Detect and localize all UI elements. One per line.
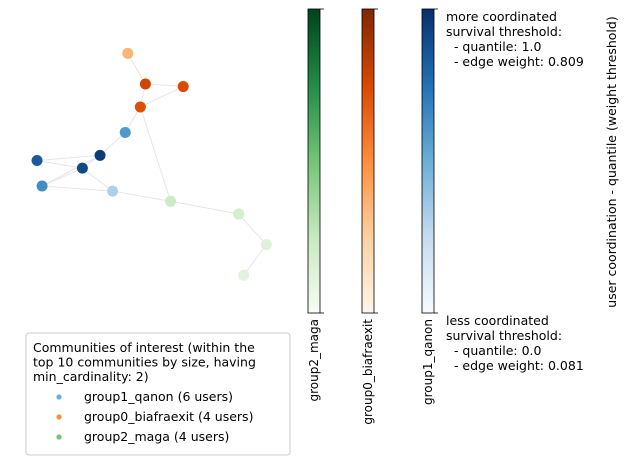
graph-edge (170, 200, 239, 215)
colorbar-label: group0_biafraexit (361, 319, 375, 425)
graph-node (122, 47, 134, 59)
legend-marker (56, 434, 62, 440)
legend-title: Communities of interest (within the top 1… (33, 340, 256, 384)
graph-node (76, 162, 88, 174)
colorbar-top-annotation: more coordinated survival threshold: - qu… (446, 9, 584, 69)
graph-edge (41, 167, 83, 187)
graph-edge (36, 154, 101, 161)
colorbar-group0-biafraexit (361, 8, 375, 314)
legend-entry-label: group1_qanon (6 users) (84, 389, 233, 404)
graph-node (107, 185, 119, 197)
graph-node (260, 239, 272, 251)
graph-edge (41, 154, 101, 187)
graph-node (139, 78, 151, 90)
colorbar-label: group2_maga (307, 319, 321, 402)
colorbar-group2-maga (307, 8, 321, 314)
colorbar-axis-label: user coordination - quantile (weight thr… (604, 16, 619, 307)
graph-node (94, 149, 106, 161)
graph-node (238, 269, 250, 281)
graph-edge (112, 190, 171, 202)
graph-edge (127, 53, 146, 85)
graph-edge (139, 106, 172, 202)
colorbar-group1-qanon (421, 8, 435, 314)
graph-node (119, 126, 131, 138)
graph-edge (99, 132, 126, 156)
graph-node (31, 155, 43, 166)
graph-edge (243, 244, 267, 276)
graph-edge (82, 167, 113, 192)
colorbars: group2_maga group0_biafraexit group1_qanon (307, 8, 438, 425)
legend-marker (56, 414, 62, 420)
graph-edge (42, 185, 113, 192)
graph-node (36, 180, 48, 192)
graph-edge (36, 160, 83, 169)
colorbar-label: group1_qanon (421, 319, 435, 405)
graph-nodes (31, 47, 272, 281)
graph-edge (140, 86, 184, 108)
legend-entry-label: group0_biafraexit (4 users) (84, 409, 253, 424)
graph-node (165, 195, 177, 207)
legend-entry-label: group2_maga (4 users) (84, 429, 229, 444)
graph-edges (36, 53, 267, 276)
colorbar-bottom-annotation: less coordinated survival threshold: - qu… (446, 313, 584, 373)
legend: Communities of interest (within the top 1… (25, 332, 291, 456)
graph-edge (238, 213, 267, 245)
graph-node (134, 101, 146, 113)
legend-frame (25, 332, 291, 456)
graph-edge (145, 83, 184, 88)
colorbar-annotations: more coordinated survival threshold: - qu… (446, 9, 619, 373)
legend-marker (56, 394, 62, 400)
graph-node (177, 81, 189, 93)
graph-node (233, 208, 245, 220)
